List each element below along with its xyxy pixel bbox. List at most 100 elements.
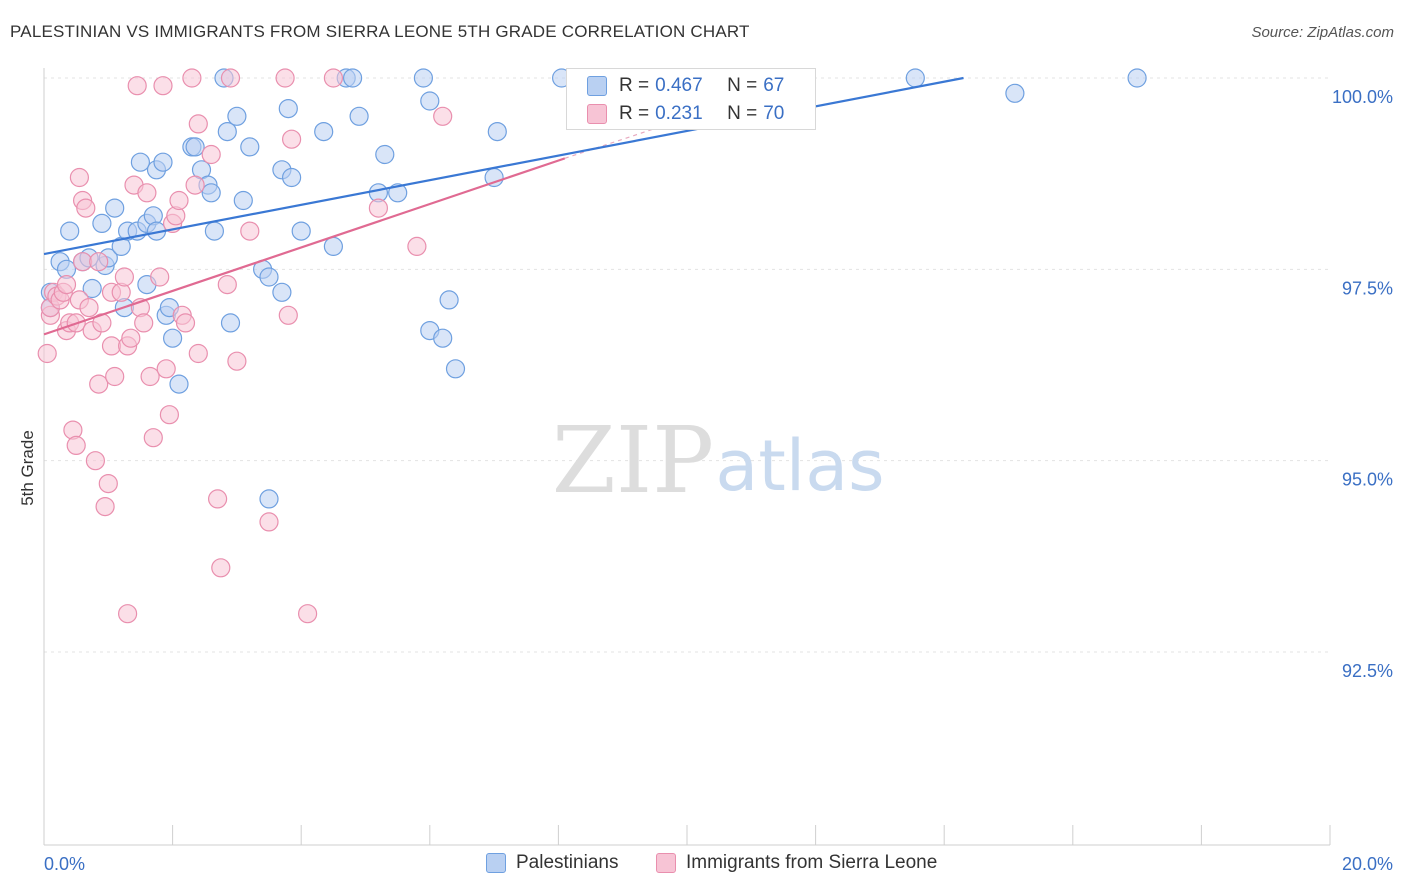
point-palestinians-52	[375, 144, 395, 165]
point-palestinians-25	[163, 328, 183, 348]
watermark: ZIP atlas	[552, 407, 885, 514]
point-sierra-leone-32	[121, 328, 141, 348]
point-sierra-leone-54	[208, 489, 228, 509]
point-sierra-leone-69	[227, 351, 247, 371]
point-palestinians-40	[259, 267, 279, 287]
point-sierra-leone-58	[240, 221, 260, 241]
stats-n-label: N =	[727, 75, 758, 96]
point-palestinians-8	[92, 213, 112, 233]
source-label: Source: ZipAtlas.com	[1251, 24, 1394, 41]
legend: Palestinians Immigrants from Sierra Leon…	[0, 850, 1406, 878]
point-sierra-leone-46	[169, 190, 189, 211]
stats-n-value: 67	[763, 75, 785, 96]
point-palestinians-67	[259, 489, 279, 509]
point-palestinians-26	[169, 374, 189, 394]
point-sierra-leone-64	[323, 68, 343, 88]
point-palestinians-46	[314, 122, 334, 142]
stats-row-palestinians: R = 0.467 N = 67	[587, 73, 784, 99]
point-palestinians-45	[291, 221, 311, 241]
trend-line-sierra-leone	[43, 157, 566, 336]
point-palestinians-57	[433, 328, 453, 348]
stats-swatch-sierra-leone	[587, 104, 607, 124]
data-points	[37, 68, 1147, 624]
point-sierra-leone-13	[69, 167, 90, 188]
point-sierra-leone-68	[117, 604, 138, 624]
point-palestinians-47	[323, 236, 343, 256]
point-sierra-leone-22	[89, 252, 109, 272]
point-palestinians-35	[220, 313, 241, 333]
point-sierra-leone-24	[95, 497, 115, 517]
point-palestinians-54	[413, 68, 433, 88]
point-palestinians-32	[204, 221, 224, 241]
y-tick-label-3: 100.0%	[1332, 87, 1393, 107]
point-palestinians-6	[82, 278, 102, 299]
y-tick-label-2: 97.5%	[1342, 278, 1393, 298]
stats-r-value: 0.231	[655, 103, 703, 124]
y-tick-label-0: 92.5%	[1342, 661, 1393, 681]
point-palestinians-58	[439, 290, 459, 310]
point-palestinians-49	[343, 68, 363, 88]
point-sierra-leone-55	[211, 558, 231, 578]
point-sierra-leone-30	[114, 267, 135, 287]
point-palestinians-65	[1005, 83, 1025, 103]
point-sierra-leone-17	[76, 198, 96, 218]
trend-line-palestinians	[43, 76, 964, 256]
stats-n-value: 70	[763, 103, 785, 124]
point-palestinians-11	[105, 198, 125, 218]
y-tick-label-1: 95.0%	[1342, 470, 1393, 490]
point-palestinians-38	[240, 137, 260, 157]
legend-item-palestinians[interactable]: Palestinians	[486, 852, 618, 874]
point-sierra-leone-52	[188, 343, 208, 364]
point-palestinians-28	[185, 137, 205, 157]
point-sierra-leone-21	[89, 374, 109, 394]
stats-r-label: R =	[619, 75, 650, 96]
point-sierra-leone-56	[217, 275, 237, 295]
stats-r-value: 0.467	[655, 75, 703, 96]
point-sierra-leone-18	[79, 298, 99, 318]
point-palestinians-43	[278, 98, 298, 119]
point-sierra-leone-48	[175, 313, 196, 333]
watermark-zip: ZIP	[552, 407, 714, 514]
legend-swatch-sierra-leone	[656, 853, 676, 873]
grid-lines	[44, 77, 1330, 653]
point-sierra-leone-20	[85, 451, 106, 471]
point-sierra-leone-38	[140, 366, 160, 387]
point-palestinians-55	[420, 91, 440, 111]
point-palestinians-64	[905, 68, 925, 88]
point-sierra-leone-67	[433, 106, 453, 126]
legend-label-palestinians: Palestinians	[516, 852, 619, 873]
point-palestinians-44	[282, 167, 302, 188]
point-palestinians-37	[233, 190, 253, 211]
point-palestinians-66	[1127, 68, 1147, 88]
point-palestinians-31	[201, 183, 221, 203]
point-palestinians-16	[130, 152, 150, 172]
legend-item-sierra-leone[interactable]: Immigrants from Sierra Leone	[656, 852, 937, 874]
legend-swatch-palestinians	[486, 853, 506, 873]
point-sierra-leone-61	[278, 305, 298, 325]
point-sierra-leone-53	[201, 144, 221, 165]
point-sierra-leone-11	[66, 435, 86, 455]
stats-legend: R = 0.467 N = 67 R = 0.231 N = 70	[566, 68, 816, 130]
point-sierra-leone-28	[105, 366, 125, 387]
stats-r-label: R =	[619, 103, 650, 124]
point-palestinians-34	[217, 122, 237, 142]
stats-swatch-palestinians	[587, 76, 607, 96]
point-sierra-leone-51	[188, 114, 208, 134]
point-sierra-leone-40	[150, 267, 170, 287]
point-palestinians-42	[272, 282, 292, 302]
tick-labels: 92.5% 95.0% 97.5% 100.0% 0.0% 20.0%	[44, 87, 1393, 874]
point-sierra-leone-43	[159, 405, 179, 425]
point-sierra-leone-7	[56, 275, 77, 295]
axes	[43, 68, 1331, 846]
point-sierra-leone-59	[259, 512, 279, 532]
legend-label-sierra-leone: Immigrants from Sierra Leone	[686, 852, 938, 873]
point-palestinians-50	[349, 106, 369, 126]
stats-n-label: N =	[727, 103, 758, 124]
point-sierra-leone-49	[182, 68, 202, 88]
point-palestinians-53	[388, 183, 408, 203]
point-sierra-leone-25	[98, 474, 118, 494]
point-palestinians-61	[487, 122, 507, 142]
point-sierra-leone-16	[72, 252, 93, 272]
point-sierra-leone-42	[156, 359, 176, 379]
